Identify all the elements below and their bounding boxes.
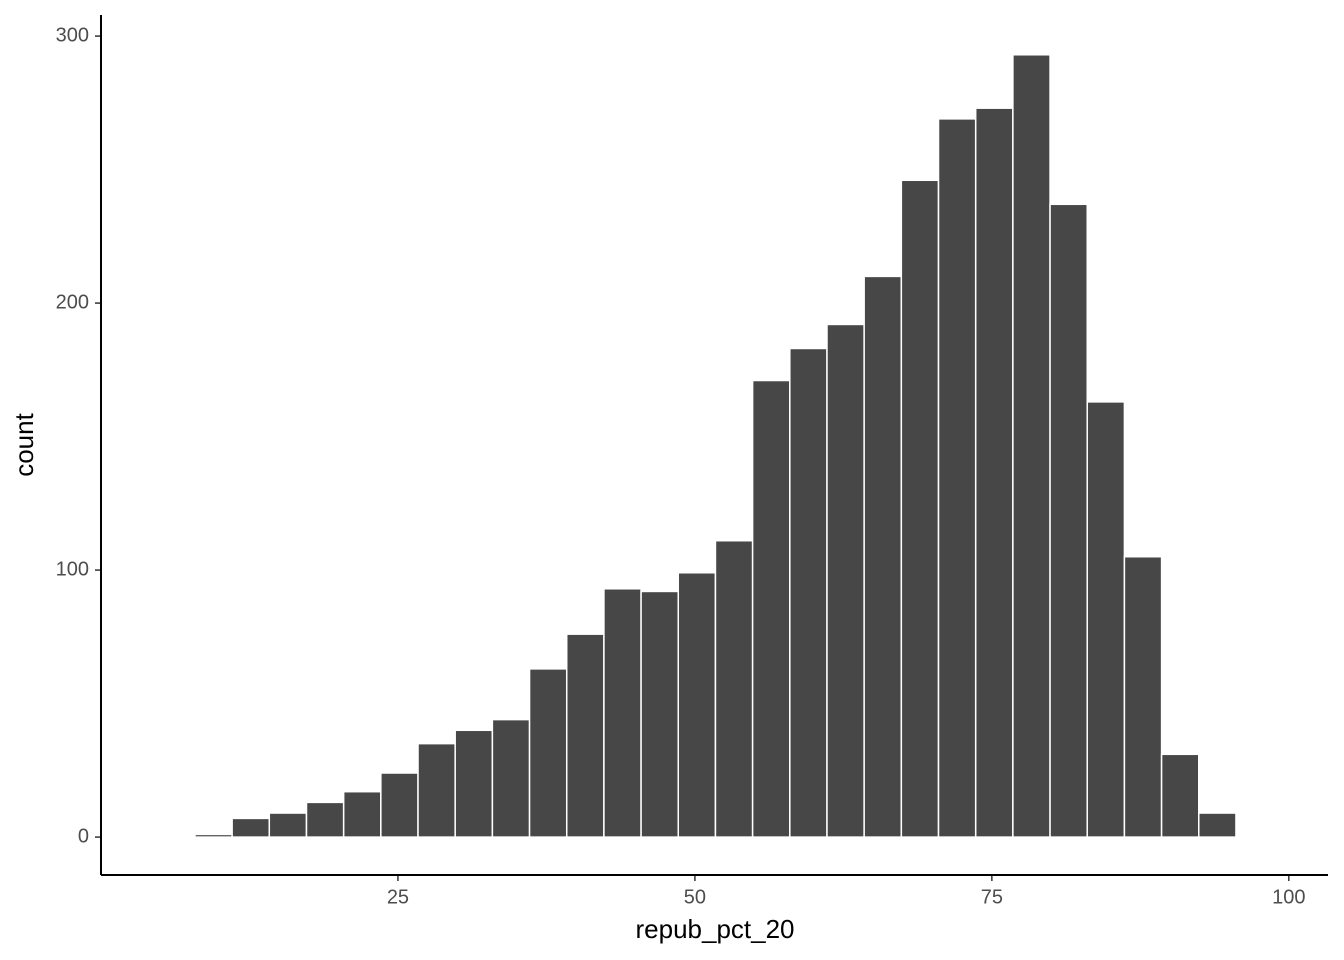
x-tick-label: 75 <box>981 886 1003 908</box>
y-tick-label: 200 <box>56 291 89 313</box>
bar <box>1012 54 1051 838</box>
y-tick-label: 300 <box>56 24 89 46</box>
bar <box>231 817 271 838</box>
bar <box>1049 203 1088 838</box>
bar <box>268 812 308 838</box>
bar <box>380 772 419 838</box>
bar <box>342 790 382 838</box>
bar <box>789 347 828 838</box>
bar <box>714 539 754 838</box>
x-tick-label: 50 <box>684 886 706 908</box>
x-tick-label: 100 <box>1272 886 1305 908</box>
bar <box>528 668 568 838</box>
bar <box>974 107 1014 838</box>
bar <box>417 742 456 838</box>
bar <box>194 833 233 838</box>
y-tick-label: 100 <box>56 558 89 580</box>
x-axis-title: repub_pct_20 <box>635 914 794 944</box>
bar <box>640 590 680 838</box>
y-axis-title: count <box>9 412 39 476</box>
bar <box>826 323 865 838</box>
bar <box>1086 401 1126 838</box>
bar <box>565 633 605 838</box>
bar <box>491 718 531 838</box>
bar <box>751 379 791 838</box>
bar <box>603 588 642 838</box>
bar <box>305 801 345 838</box>
bar <box>937 118 977 838</box>
bar <box>863 275 903 838</box>
y-tick-label: 0 <box>78 825 89 847</box>
bar <box>1160 753 1200 838</box>
bar <box>454 729 494 838</box>
bar <box>900 179 940 838</box>
bar <box>1123 555 1163 838</box>
bar <box>1198 812 1237 838</box>
bar <box>677 572 717 838</box>
x-tick-label: 25 <box>387 886 409 908</box>
